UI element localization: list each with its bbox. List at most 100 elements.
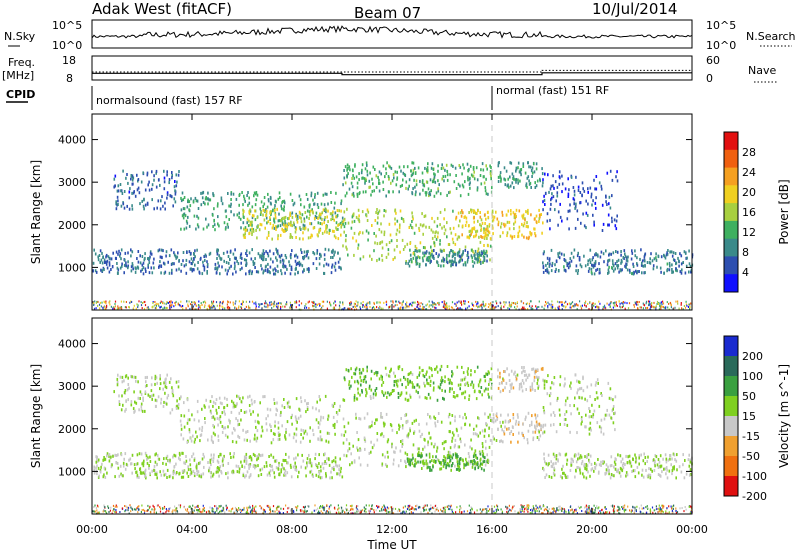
scatter-cell	[384, 391, 387, 395]
scatter-cell	[280, 272, 283, 276]
scatter-cell	[233, 267, 236, 271]
scatter-cell	[390, 181, 392, 185]
power-colorbar-tick-label: 28	[742, 146, 756, 159]
scatter-cell	[227, 225, 229, 229]
scatter-cell	[548, 258, 551, 262]
scatter-cell	[212, 302, 214, 305]
scatter-cell	[371, 224, 373, 227]
scatter-cell	[306, 209, 309, 213]
scatter-cell	[120, 248, 123, 252]
scatter-cell	[432, 168, 435, 171]
scatter-cell	[414, 244, 417, 248]
scatter-band	[492, 411, 544, 445]
scatter-cell	[325, 208, 327, 212]
scatter-cell	[319, 438, 322, 442]
scatter-cell	[286, 420, 289, 424]
scatter-cell	[532, 308, 534, 310]
scatter-cell	[354, 368, 357, 372]
scatter-cell	[291, 422, 293, 426]
scatter-cell	[614, 301, 616, 304]
scatter-cell	[295, 397, 298, 401]
scatter-cell	[328, 231, 330, 235]
scatter-cell	[591, 263, 593, 267]
scatter-cell	[451, 301, 454, 304]
scatter-cell	[277, 305, 279, 308]
scatter-cell	[472, 432, 475, 436]
scatter-cell	[343, 453, 345, 457]
scatter-cell	[183, 461, 185, 465]
scatter-cell	[294, 272, 296, 276]
scatter-cell	[237, 262, 240, 266]
scatter-cell	[490, 419, 492, 422]
scatter-cell	[538, 220, 540, 223]
scatter-cell	[206, 263, 209, 266]
scatter-cell	[524, 308, 526, 311]
scatter-cell	[425, 304, 427, 307]
scatter-cell	[475, 257, 477, 261]
scatter-cell	[223, 259, 225, 263]
scatter-cell	[144, 267, 147, 271]
scatter-cell	[214, 402, 217, 406]
scatter-cell	[636, 263, 639, 267]
scatter-cell	[543, 198, 546, 202]
scatter-cell	[520, 300, 522, 303]
scatter-cell	[220, 471, 223, 475]
scatter-cell	[329, 476, 331, 480]
scatter-cell	[378, 257, 381, 261]
scatter-cell	[506, 220, 509, 224]
scatter-cell	[591, 302, 593, 305]
scatter-cell	[326, 307, 328, 310]
scatter-cell	[448, 453, 450, 457]
scatter-cell	[655, 258, 658, 262]
scatter-cell	[211, 416, 213, 419]
scatter-cell	[262, 213, 264, 217]
scatter-cell	[547, 305, 549, 308]
scatter-cell	[526, 176, 529, 180]
scatter-cell	[295, 214, 297, 218]
scatter-cell	[284, 437, 287, 441]
scatter-cell	[290, 256, 292, 260]
scatter-cell	[235, 403, 238, 407]
scatter-cell	[659, 266, 662, 270]
scatter-cell	[590, 267, 593, 271]
scatter-cell	[301, 264, 304, 268]
scatter-cell	[431, 459, 433, 463]
scatter-cell	[217, 470, 219, 474]
scatter-cell	[439, 461, 441, 465]
scatter-cell	[595, 206, 597, 210]
scatter-cell	[351, 193, 354, 197]
scatter-cell	[636, 301, 639, 304]
scatter-cell	[318, 472, 321, 476]
scatter-cell	[183, 227, 186, 231]
scatter-cell	[556, 300, 559, 303]
scatter-cell	[455, 187, 458, 190]
scatter-cell	[488, 395, 490, 399]
scatter-cell	[376, 373, 378, 377]
scatter-cell	[371, 257, 373, 261]
scatter-cell	[398, 165, 401, 169]
scatter-cell	[188, 428, 191, 432]
scatter-cell	[200, 475, 203, 479]
scatter-cell	[539, 215, 541, 219]
scatter-cell	[436, 420, 439, 423]
scatter-cell	[432, 381, 435, 385]
scatter-cell	[247, 191, 249, 194]
scatter-cell	[655, 252, 657, 256]
scatter-cell	[286, 303, 288, 306]
scatter-cell	[131, 301, 133, 303]
scatter-cell	[405, 186, 407, 190]
scatter-cell	[222, 306, 224, 309]
scatter-cell	[158, 265, 160, 269]
scatter-cell	[557, 269, 560, 273]
scatter-cell	[476, 365, 479, 369]
scatter-cell	[265, 208, 267, 211]
scatter-cell	[265, 250, 267, 254]
scatter-cell	[289, 211, 291, 215]
scatter-cell	[584, 264, 587, 268]
scatter-cell	[366, 163, 368, 167]
scatter-cell	[196, 399, 199, 403]
scatter-cell	[395, 300, 398, 303]
scatter-cell	[594, 306, 597, 309]
scatter-cell	[500, 307, 502, 310]
scatter-cell	[223, 221, 226, 225]
